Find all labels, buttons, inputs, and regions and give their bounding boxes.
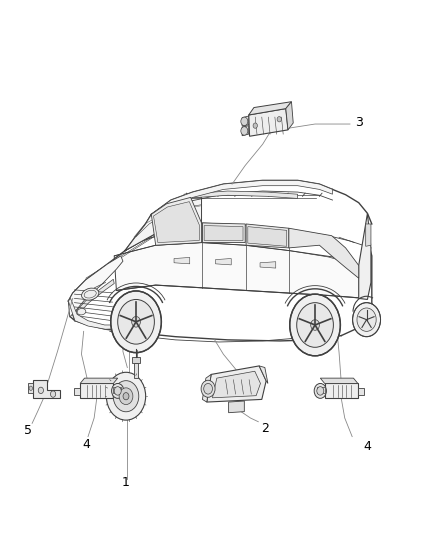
Polygon shape [202, 374, 211, 402]
Polygon shape [28, 383, 33, 393]
Polygon shape [249, 102, 291, 115]
Polygon shape [358, 387, 364, 395]
Polygon shape [134, 364, 138, 378]
Circle shape [112, 383, 124, 398]
Polygon shape [249, 109, 288, 136]
Text: 3: 3 [355, 117, 363, 130]
Polygon shape [114, 243, 365, 298]
Circle shape [297, 303, 333, 348]
Polygon shape [132, 357, 141, 364]
Polygon shape [229, 401, 244, 413]
Circle shape [311, 320, 319, 330]
Polygon shape [73, 279, 114, 319]
Polygon shape [151, 197, 201, 245]
Circle shape [111, 291, 161, 353]
Polygon shape [325, 383, 358, 398]
Circle shape [317, 386, 324, 395]
Circle shape [114, 386, 121, 395]
Polygon shape [207, 366, 266, 402]
Polygon shape [151, 180, 332, 217]
Polygon shape [80, 383, 113, 398]
Polygon shape [202, 223, 245, 243]
Circle shape [118, 300, 154, 344]
Polygon shape [153, 201, 199, 243]
Circle shape [253, 123, 258, 128]
Circle shape [277, 117, 282, 122]
Polygon shape [246, 224, 289, 248]
Polygon shape [114, 405, 140, 409]
Text: 5: 5 [24, 424, 32, 437]
Polygon shape [242, 126, 249, 136]
Polygon shape [320, 378, 358, 383]
Polygon shape [359, 213, 371, 300]
Polygon shape [317, 386, 325, 393]
Polygon shape [259, 366, 268, 383]
Polygon shape [113, 386, 121, 393]
Polygon shape [80, 378, 118, 383]
Polygon shape [204, 225, 243, 240]
Circle shape [241, 127, 248, 135]
Polygon shape [155, 232, 167, 241]
Polygon shape [286, 102, 293, 130]
Polygon shape [212, 371, 261, 398]
Circle shape [132, 317, 141, 327]
Polygon shape [125, 196, 201, 251]
Ellipse shape [81, 288, 99, 300]
Circle shape [353, 303, 381, 337]
Circle shape [201, 380, 215, 397]
Circle shape [113, 381, 139, 412]
Circle shape [29, 386, 32, 390]
Polygon shape [248, 227, 287, 246]
Circle shape [357, 308, 376, 332]
Text: 1: 1 [121, 477, 129, 489]
Polygon shape [366, 224, 371, 246]
Polygon shape [74, 387, 80, 395]
Polygon shape [68, 256, 123, 317]
Circle shape [204, 383, 212, 394]
Circle shape [123, 393, 129, 400]
Polygon shape [174, 257, 190, 264]
Circle shape [314, 383, 326, 398]
Polygon shape [242, 116, 249, 126]
Polygon shape [260, 262, 276, 268]
Circle shape [241, 117, 248, 126]
Circle shape [106, 372, 146, 420]
Text: 4: 4 [364, 440, 371, 453]
Polygon shape [215, 259, 231, 265]
Ellipse shape [77, 309, 86, 315]
Polygon shape [184, 191, 297, 198]
Circle shape [50, 391, 56, 397]
Circle shape [290, 294, 340, 356]
Polygon shape [33, 379, 60, 398]
Polygon shape [68, 298, 119, 329]
Text: 4: 4 [82, 438, 90, 451]
Polygon shape [289, 228, 359, 278]
Circle shape [119, 388, 133, 405]
Text: 2: 2 [261, 422, 269, 435]
Circle shape [38, 387, 43, 393]
